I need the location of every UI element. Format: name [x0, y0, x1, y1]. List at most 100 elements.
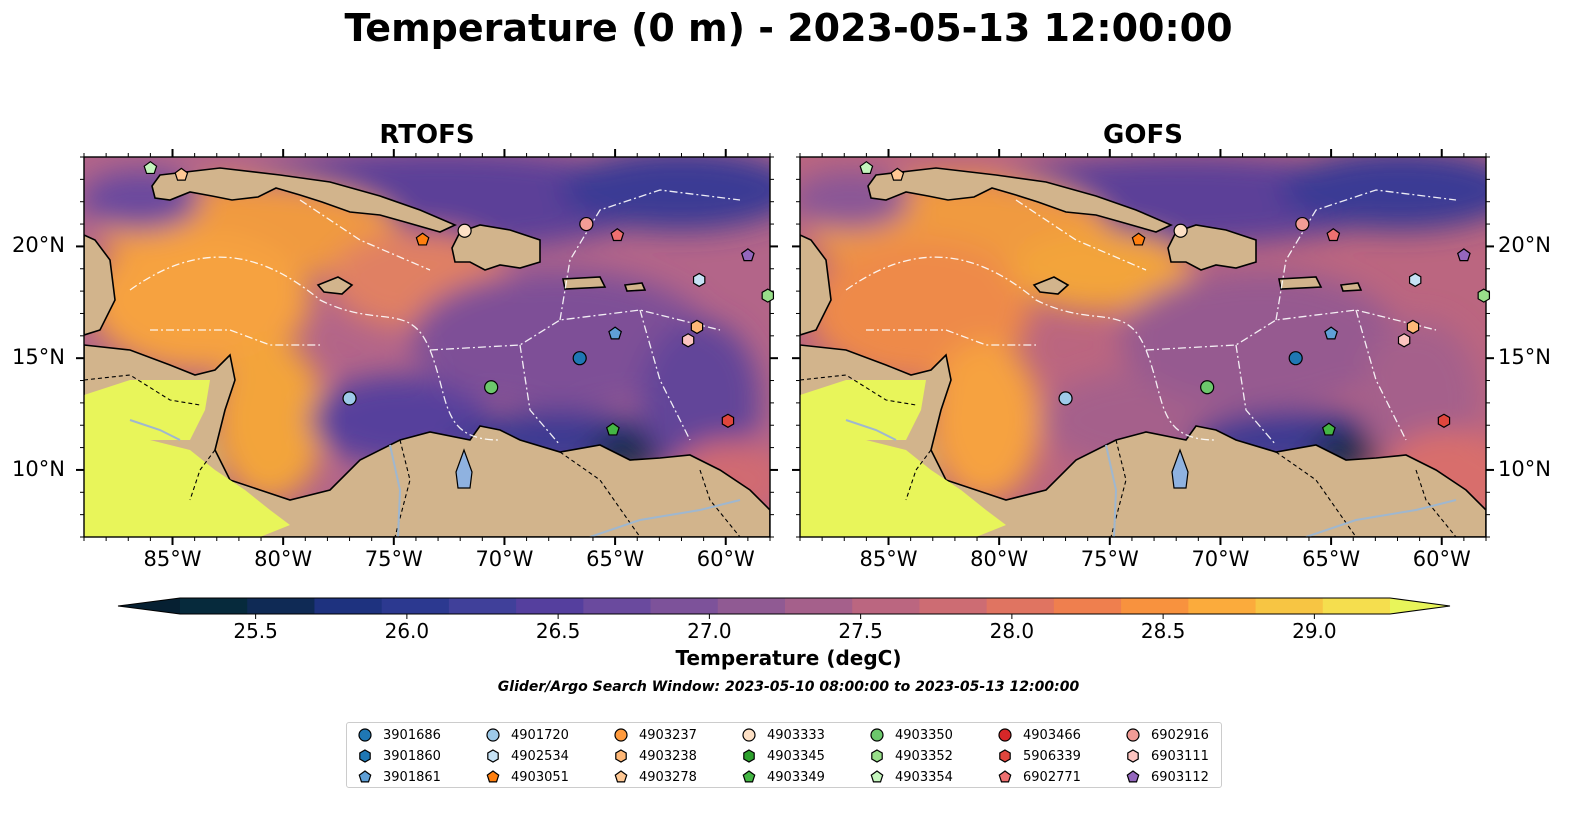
legend-marker [1126, 770, 1140, 783]
legend-marker-hexagon-icon [487, 749, 499, 763]
gofs-float-6902916 [1295, 216, 1310, 232]
legend-marker [359, 749, 371, 763]
gofs-float-4903350 [1200, 380, 1215, 395]
legend-marker [870, 728, 884, 742]
gofs-land [800, 167, 1486, 537]
colorbar-segment [1121, 598, 1189, 614]
legend-marker-circle-icon [358, 728, 372, 742]
colorbar-segment [650, 598, 719, 614]
rtofs-lat-tick-label: 10°N [12, 456, 65, 481]
legend-label: 4903349 [767, 769, 825, 785]
legend-item: 6903111 [1125, 746, 1209, 766]
colorbar-low-extend [118, 598, 180, 614]
gofs-lon-tick-label: 65°W [1302, 547, 1361, 571]
legend-marker-circle-icon [1126, 728, 1140, 742]
legend-marker-circle-icon [614, 728, 628, 742]
legend-marker [742, 770, 756, 783]
legend-label: 4902534 [511, 748, 569, 764]
legend-label: 6903112 [1151, 769, 1209, 785]
colorbar-tick-label: 28.0 [989, 619, 1035, 643]
rtofs-lon-tick-label: 80°W [254, 547, 313, 571]
rtofs-float-4903333 [457, 223, 472, 238]
legend-item: 4903051 [485, 767, 569, 787]
colorbar-high-extend [1390, 598, 1450, 614]
legend-label: 4903466 [1023, 727, 1081, 743]
legend-marker-pentagon-icon [358, 770, 372, 783]
legend-item: 4903278 [613, 767, 697, 787]
legend-item: 4901720 [485, 725, 569, 745]
gofs-float-4903333 [1173, 223, 1188, 238]
legend-marker-circle-icon [870, 728, 884, 742]
legend-label: 4903051 [511, 769, 569, 785]
gofs-float-4903278 [890, 167, 905, 181]
legend-marker-pentagon-icon [742, 770, 756, 783]
rtofs-tick-marks [76, 149, 778, 545]
colorbar-tick-label: 29.0 [1292, 619, 1337, 643]
legend-marker-hexagon-icon [743, 749, 755, 763]
legend-label: 4903238 [639, 748, 697, 764]
gofs-float-3901861 [1324, 326, 1338, 340]
legend-marker [1126, 728, 1140, 742]
gofs-float-markers [859, 160, 1491, 436]
rtofs-float-6903111 [681, 333, 695, 348]
gofs-lon-tick-label: 75°W [1080, 547, 1139, 571]
legend-label: 3901686 [383, 727, 441, 743]
legend-marker [614, 770, 628, 783]
search-window-caption: Glider/Argo Search Window: 2023-05-10 08… [497, 679, 1080, 695]
rtofs-lat-tick-label: 20°N [12, 233, 65, 258]
rtofs-lon-tick-label: 70°W [475, 547, 534, 571]
rtofs-float-3901861 [608, 326, 622, 340]
legend-marker [871, 749, 883, 763]
legend-label: 4903350 [895, 727, 953, 743]
legend-label: 3901860 [383, 748, 441, 764]
legend-item: 4903345 [741, 746, 825, 766]
legend-label: 3901861 [383, 769, 441, 785]
gofs-lat-tick-label: 10°N [1498, 456, 1551, 481]
legend-marker [614, 728, 628, 742]
colorbar-segment [1188, 598, 1257, 614]
rtofs-float-6903112 [740, 248, 755, 262]
gofs-tick-marks [792, 149, 1494, 545]
legend-marker [358, 728, 372, 742]
rtofs-float-4902534 [692, 272, 706, 288]
legend-marker-hexagon-icon [871, 749, 883, 763]
legend-item: 4903354 [869, 767, 953, 787]
gofs-float-4901720 [1058, 391, 1073, 406]
colorbar-segment [247, 598, 316, 614]
legend-marker [999, 749, 1011, 763]
colorbar-segment [919, 598, 988, 614]
rtofs-panel-title: RTOFS [379, 120, 475, 150]
legend-label: 4903352 [895, 748, 953, 764]
legend-item: 4903237 [613, 725, 697, 745]
rtofs-float-4903278 [174, 167, 189, 181]
legend-marker [358, 770, 372, 783]
legend-label: 6902771 [1023, 769, 1081, 785]
legend-marker [1127, 749, 1139, 763]
legend-label: 6903111 [1151, 748, 1209, 764]
gofs-lon-tick-label: 70°W [1191, 547, 1250, 571]
rtofs-float-4903051 [415, 232, 430, 246]
legend-marker-hexagon-icon [615, 749, 627, 763]
legend-label: 6902916 [1151, 727, 1209, 743]
rtofs-float-4903350 [484, 380, 499, 395]
colorbar-tick-label: 27.5 [838, 619, 883, 643]
gofs-float-4903354 [859, 160, 874, 175]
gofs-float-6902771 [1326, 227, 1341, 242]
colorbar-tick-label: 25.5 [233, 619, 278, 643]
colorbar-segment [516, 598, 584, 614]
legend-marker-pentagon-icon [486, 770, 500, 783]
legend-marker [486, 770, 500, 783]
colorbar-segment [180, 598, 248, 614]
gofs-float-4902534 [1408, 272, 1422, 288]
legend-label: 4903237 [639, 727, 697, 743]
legend-marker-circle-icon [998, 728, 1012, 742]
legend-marker [998, 728, 1012, 742]
rtofs-float-4903352 [761, 288, 775, 303]
colorbar [117, 597, 1451, 619]
legend-item: 3901861 [357, 767, 441, 787]
rtofs-float-3901686 [572, 351, 587, 366]
colorbar-tick-label: 26.0 [384, 619, 430, 643]
rtofs-lon-tick-label: 75°W [364, 547, 423, 571]
rtofs-map-panel [76, 149, 778, 545]
